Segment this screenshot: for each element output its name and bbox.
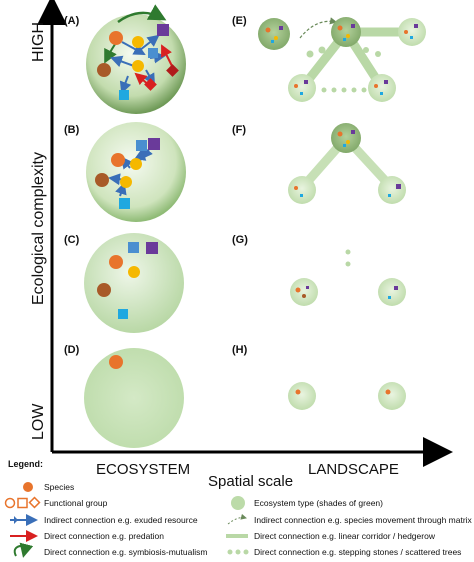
species-dot — [97, 63, 111, 77]
panel-d-ecosystem — [84, 348, 184, 448]
mutualism-arrow-icon — [13, 542, 34, 558]
y-low-label: LOW — [30, 403, 47, 440]
legend-indirect: Indirect connection e.g. exuded resource — [44, 515, 198, 525]
x-right-label: LANDSCAPE — [308, 461, 399, 478]
legend-mutualism: Direct connection e.g. symbiosis-mutuali… — [44, 547, 207, 557]
ecosystem-type-icon — [231, 496, 245, 510]
x-axis-label: Spatial scale — [208, 473, 293, 490]
panel-label-b: (B) — [64, 124, 80, 136]
panel-label-a: (A) — [64, 15, 80, 27]
legend-indirect-matrix: Indirect connection e.g. species movemen… — [254, 515, 473, 525]
panel-a-ecosystem — [86, 4, 186, 114]
legend-ecosystem-type: Ecosystem type (shades of green) — [254, 498, 383, 508]
functional-group-circle-icon — [4, 497, 16, 509]
legend-title: Legend: — [8, 459, 43, 469]
functional-group-diamond-icon — [28, 496, 41, 509]
stepping-stones-icon — [227, 549, 249, 555]
functional-group-square-icon — [17, 497, 28, 509]
panel-b-ecosystem — [86, 122, 186, 222]
legend-functional-group: Functional group — [44, 498, 108, 508]
legend-stepping: Direct connection e.g. stepping stones /… — [254, 547, 461, 557]
species-dot — [132, 36, 144, 48]
x-left-label: ECOSYSTEM — [96, 461, 190, 478]
panel-f-landscape — [288, 123, 406, 204]
legend-corridor: Direct connection e.g. linear corridor /… — [254, 531, 436, 541]
panel-c-ecosystem — [84, 233, 184, 333]
species-diamond — [166, 64, 179, 77]
panel-label-g: (G) — [232, 234, 248, 246]
panel-e-landscape — [258, 17, 426, 102]
panel-h-landscape — [288, 382, 406, 410]
species-dot — [132, 60, 144, 72]
panel-label-f: (F) — [232, 124, 246, 136]
legend-predation: Direct connection e.g. predation — [44, 531, 164, 541]
panel-label-h: (H) — [232, 344, 248, 356]
panel-g-landscape — [290, 249, 406, 306]
legend: Legend: Species Functional group Indirec… — [4, 459, 473, 558]
species-square — [119, 90, 129, 100]
species-dot — [109, 31, 123, 45]
y-high-label: HIGH — [30, 22, 47, 62]
y-axis-label: Ecological complexity — [30, 152, 47, 305]
panel-label-d: (D) — [64, 344, 80, 356]
species-diamond — [144, 78, 157, 91]
panel-label-e: (E) — [232, 15, 247, 27]
matrix-arrow-icon — [227, 513, 247, 525]
species-square — [157, 24, 169, 36]
panel-label-c: (C) — [64, 234, 80, 246]
species-square — [148, 48, 158, 58]
species-legend-icon — [23, 482, 33, 492]
legend-species: Species — [44, 482, 74, 492]
